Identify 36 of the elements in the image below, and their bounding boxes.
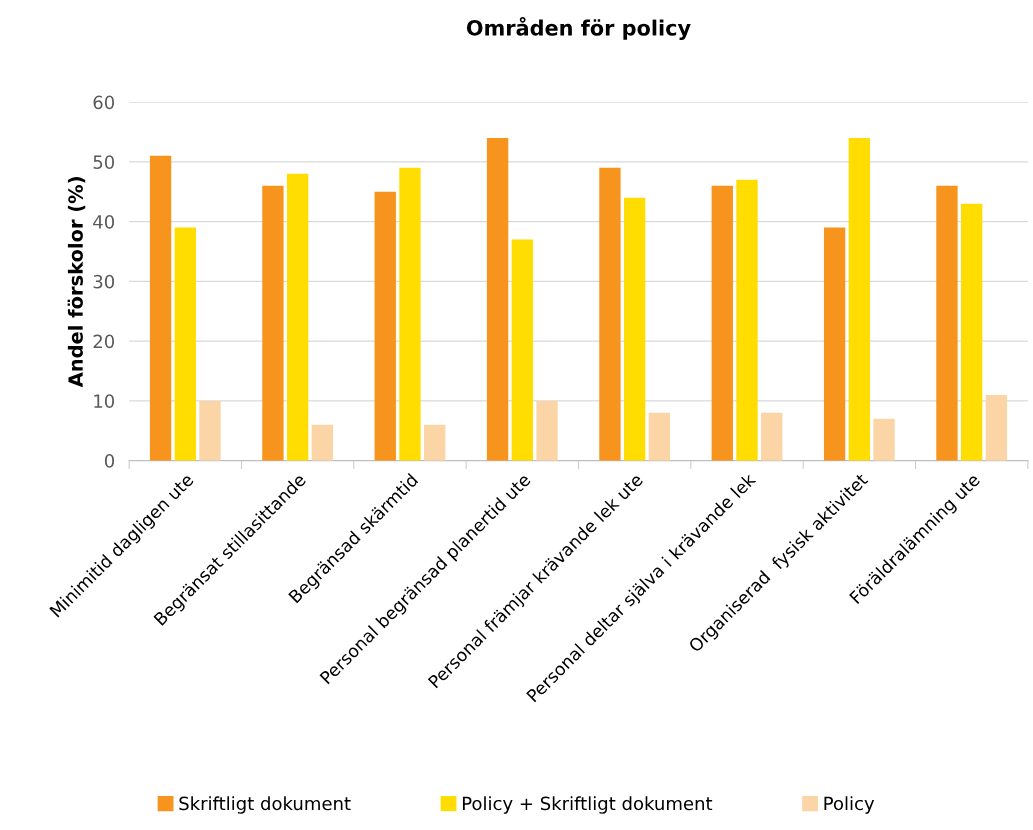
- bar: [761, 412, 783, 461]
- y-tick-label: 0: [104, 454, 115, 468]
- bar: [599, 167, 621, 461]
- bar: [311, 424, 334, 461]
- bar: [199, 400, 221, 461]
- bar: [536, 400, 558, 461]
- legend-label: Skriftligt dokument: [179, 796, 351, 814]
- bar: [960, 203, 983, 461]
- y-axis-title: Andel förskolor (%): [67, 177, 86, 388]
- bar: [511, 239, 533, 461]
- bar: [399, 167, 421, 461]
- y-tick-label: 10: [94, 394, 115, 409]
- y-tick-label: 40: [93, 215, 115, 229]
- bar: [174, 227, 196, 461]
- y-tick-label: 50: [93, 155, 115, 169]
- bar: [873, 418, 895, 461]
- y-tick-label: 20: [93, 334, 115, 349]
- legend-label: Policy + Skriftligt dokument: [462, 796, 713, 814]
- y-tick-label: 30: [93, 274, 115, 289]
- bar: [736, 179, 758, 461]
- bar: [374, 191, 396, 461]
- bar: [823, 227, 846, 461]
- chart-title: Områden för policy: [466, 16, 691, 40]
- bar: [149, 155, 172, 461]
- bar: [936, 185, 958, 461]
- bar: [848, 137, 870, 461]
- bar: [486, 137, 509, 461]
- bar: [424, 424, 446, 461]
- bar: [286, 173, 309, 461]
- y-tick-label: 60: [93, 95, 115, 110]
- bar: [262, 185, 284, 461]
- bar: [985, 394, 1008, 461]
- bar: [648, 412, 671, 461]
- bar: [711, 185, 733, 461]
- bar: [623, 197, 646, 461]
- legend-label: Policy: [824, 796, 875, 814]
